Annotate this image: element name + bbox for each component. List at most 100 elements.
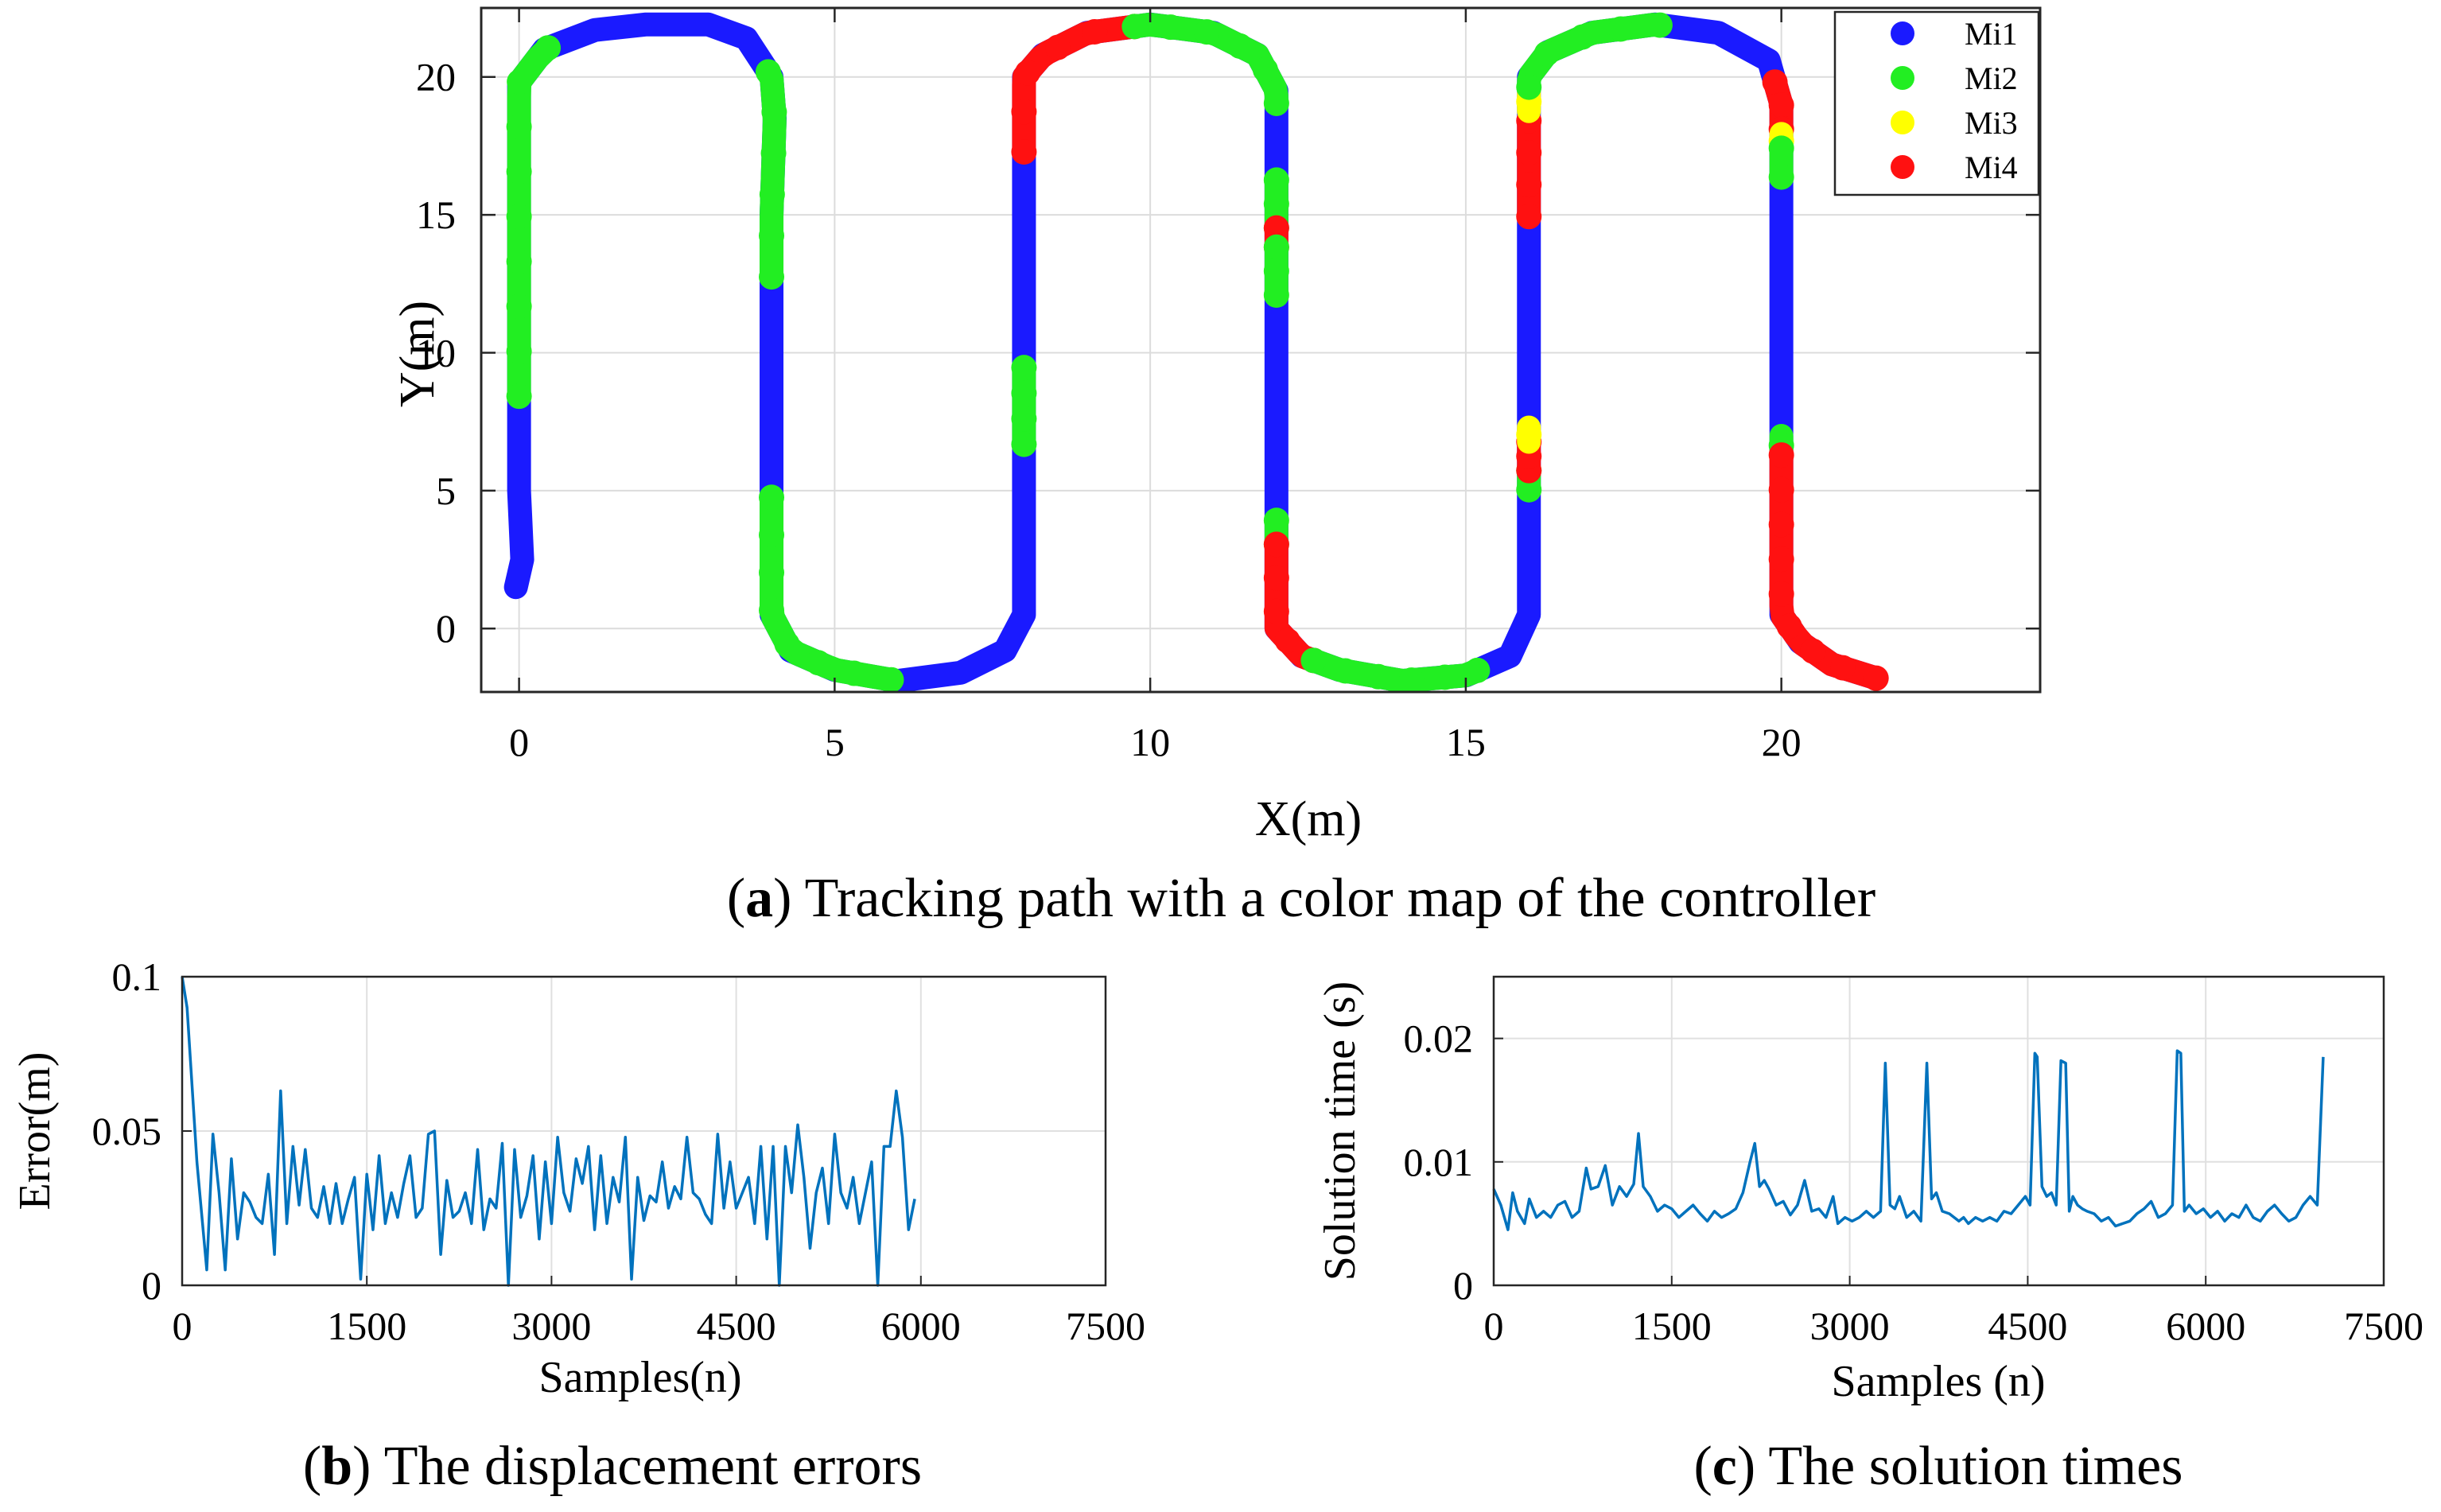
panel-a-point-mi4 [1776,613,1802,639]
panel-a-point-mi4 [1768,546,1794,573]
panel-a-point-mi4 [1044,34,1071,60]
panel-a-point-mi2 [1011,355,1037,381]
panel-a-ytick-label: 15 [416,192,456,237]
legend-label-mi3: Mi3 [1965,105,2018,141]
panel-b-line [181,976,916,1287]
panel-b-series-line [181,976,916,1287]
panel-a-point-mi2 [1263,90,1289,116]
panel-a-point-mi4 [1516,172,1542,198]
panel-a-point-mi2 [1398,667,1425,694]
panel-a-point-mi2 [1646,12,1673,38]
panel-c-xtick-label: 7500 [2344,1304,2424,1348]
panel-a-point-mi2 [761,99,787,125]
panel-a-xtick-label: 20 [1762,720,1802,764]
panel-a-point-mi2 [1768,135,1794,161]
panel-b-ticks: 0 1500 3000 4500 6000 7500 0 0.05 0.1 [92,954,1146,1348]
panel-c-ytick-label: 0 [1453,1263,1473,1308]
panel-a-point-mi2 [1194,19,1220,45]
panel-a-point-mi4 [1014,60,1040,86]
panel-a-point-mi2 [1263,507,1289,534]
panel-a-point-mi2 [506,158,532,185]
panel-a-point-mi2 [1332,658,1358,684]
panel-a-point-mi2 [1768,164,1794,190]
panel-a-point-mi2 [1011,406,1037,432]
panel-a-point-mi4 [1768,581,1794,607]
panel-b-displacement-errors: 0 1500 3000 4500 6000 7500 0 0.05 0.1 Samples(n)… [10,954,1145,1402]
panel-a-point-mi2 [1263,191,1289,217]
panel-a-point-mi2 [1011,380,1037,406]
panel-a-point-mi4 [1768,511,1794,538]
panel-a-point-mi4 [1011,139,1037,165]
panel-a-point-mi2 [760,140,787,166]
panel-a-point-mi4 [1516,204,1542,230]
panel-a-point-mi2 [1252,56,1278,83]
panel-a-point-mi4 [1800,638,1826,664]
panel-c-ytick-label: 0.02 [1404,1016,1474,1061]
panel-a-markers [506,12,1889,694]
legend-marker-mi2 [1891,66,1914,90]
panel-a-point-mi2 [1121,14,1148,40]
panel-a-point-mi2 [759,559,785,585]
panel-c-line [1492,1049,2325,1231]
panel-a-point-mi2 [506,248,532,274]
panel-a-point-mi2 [1263,167,1289,193]
caption-b: (b) The displacement errors [303,1436,922,1497]
panel-a-point-mi2 [1569,24,1596,50]
legend-marker-mi3 [1891,111,1914,134]
legend-box [1833,10,2040,196]
panel-b-ytick-label: 0 [142,1263,161,1308]
panel-a-ticks: 0 5 10 15 20 0 5 10 15 20 [416,8,2040,764]
caption-a-letter: a [745,868,773,929]
panel-a-point-mi2 [759,597,785,624]
panel-a-point-mi2 [841,660,867,686]
panel-a-point-mi2 [1533,41,1560,67]
panel-a-point-mi2 [774,631,800,657]
panel-a-point-mi2 [1226,33,1253,59]
panel-a-point-mi2 [1300,647,1327,674]
legend-marker-mi1 [1891,21,1914,45]
panel-a-point-mi2 [506,293,532,320]
panel-a-ytick-label: 0 [436,606,456,651]
panel-a-point-mi2 [1607,16,1634,42]
legend-label-mi2: Mi2 [1965,60,2018,96]
panel-b-ytick-label: 0.1 [112,954,162,999]
panel-a-point-mi2 [506,114,532,140]
panel-b-xtick-label: 4500 [697,1304,776,1348]
panel-a-point-mi3 [1516,422,1542,448]
caption-a-text: Tracking path with a color map of the co… [791,868,1875,929]
panel-a-point-mi4 [1274,628,1300,654]
panel-c-xtick-label: 4500 [1988,1304,2067,1348]
panel-a-point-mi2 [507,68,533,95]
caption-a: (a) Tracking path with a color map of th… [727,868,1875,929]
panel-c-xtick-label: 0 [1484,1304,1504,1348]
panel-b-ytick-label: 0.05 [92,1109,162,1153]
legend-label-mi1: Mi1 [1965,16,2018,52]
panel-a-point-mi4 [1082,18,1108,45]
panel-a-point-mi2 [1464,657,1491,683]
panel-a-point-mi2 [1263,258,1289,284]
panel-a-xtick-label: 10 [1130,720,1170,764]
caption-c-text: The solution times [1755,1436,2183,1497]
panel-c-xtick-label: 6000 [2166,1304,2245,1348]
panel-a-point-mi2 [1516,74,1542,100]
panel-c-ytick-label: 0.01 [1404,1140,1474,1184]
panel-c-plot-area [1494,977,2384,1285]
panel-a-point-mi4 [1263,215,1289,241]
panel-a-point-mi4 [1768,92,1794,119]
caption-c-paren-close: ) [1737,1436,1755,1497]
panel-b-xtick-label: 3000 [511,1304,591,1348]
panel-a-point-mi4 [1768,442,1794,468]
legend-label-mi4: Mi4 [1965,150,2018,185]
panel-a-ytick-label: 5 [436,468,456,513]
panel-c-xtick-label: 3000 [1810,1304,1890,1348]
panel-a-point-mi4 [1768,476,1794,503]
legend-marker-mi4 [1891,155,1914,179]
panel-a-ylabel: Y(m) [391,301,445,407]
panel-a-point-mi4 [1516,139,1542,165]
panel-c-series-line [1492,1049,2325,1231]
caption-a-paren-open: ( [727,868,745,929]
panel-c-axes-box [1492,975,2385,1287]
panel-a-xlabel: X(m) [1255,792,1362,846]
panel-a-point-mi4 [1829,655,1856,681]
